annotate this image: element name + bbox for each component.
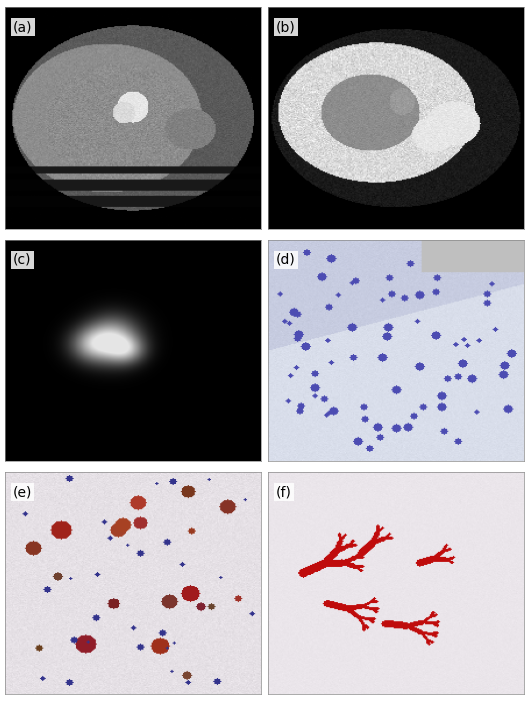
Text: (c): (c) [13,253,31,267]
Text: (f): (f) [276,485,292,499]
Text: (b): (b) [276,20,296,34]
Text: (d): (d) [276,253,296,267]
Text: (a): (a) [13,20,32,34]
Text: (e): (e) [13,485,32,499]
